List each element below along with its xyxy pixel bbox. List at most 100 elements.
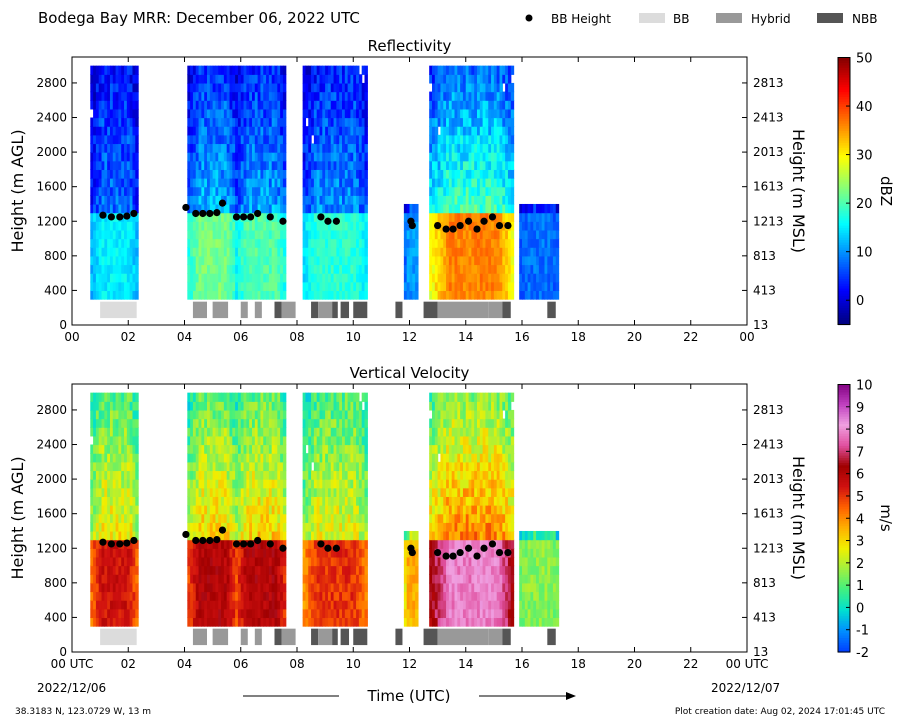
echo-cell	[112, 273, 117, 283]
echo-cell	[457, 195, 461, 205]
echo-cell	[118, 74, 122, 84]
echo-cell	[192, 290, 197, 300]
echo-cell	[429, 74, 433, 84]
echo-cell	[268, 281, 273, 292]
echo-cell	[215, 479, 219, 489]
echo-cell	[252, 169, 256, 179]
echo-cell	[215, 281, 219, 292]
echo-cell	[325, 453, 329, 463]
echo-cell	[124, 195, 128, 205]
echo-cell	[524, 221, 529, 231]
echo-cell	[485, 82, 489, 93]
echo-cell	[254, 522, 259, 532]
echo-cell	[485, 264, 489, 274]
echo-cell	[330, 487, 335, 497]
echo-cell	[104, 126, 108, 136]
echo-cell	[118, 186, 122, 196]
echo-cell	[263, 126, 267, 136]
echo-cell	[409, 247, 413, 257]
echo-cell	[252, 522, 256, 532]
echo-cell	[448, 143, 453, 153]
echo-cell	[121, 74, 125, 84]
echo-cell	[212, 565, 217, 575]
echo-cell	[118, 582, 122, 593]
echo-cell	[308, 264, 312, 274]
echo-cell	[451, 264, 456, 274]
echo-cell	[254, 152, 259, 162]
echo-cell	[257, 505, 262, 515]
echo-cell	[129, 539, 134, 549]
echo-cell	[226, 195, 231, 205]
colorbar-tick-label: 50	[856, 52, 873, 67]
echo-cell	[192, 548, 197, 558]
echo-cell	[226, 444, 231, 454]
echo-cell	[555, 290, 560, 300]
echo-cell	[135, 418, 139, 428]
echo-cell	[93, 470, 97, 480]
echo-cell	[118, 574, 122, 584]
echo-cell	[308, 617, 312, 627]
echo-cell	[135, 152, 139, 162]
echo-cell	[316, 117, 321, 127]
echo-cell	[226, 479, 231, 489]
echo-cell	[460, 229, 464, 240]
echo-cell	[93, 221, 97, 231]
echo-cell	[115, 401, 120, 411]
echo-cell	[135, 195, 139, 205]
echo-cell	[192, 134, 197, 145]
echo-cell	[104, 453, 108, 463]
echo-cell	[429, 186, 433, 196]
echo-cell	[121, 505, 125, 515]
colorbar-segment	[838, 302, 850, 306]
echo-cell	[274, 273, 278, 283]
echo-cell	[98, 444, 103, 454]
echo-cell	[502, 143, 506, 153]
echo-cell	[201, 461, 205, 472]
echo-cell	[104, 221, 108, 231]
bb-height-point	[434, 221, 442, 230]
echo-cell	[192, 186, 197, 196]
echo-cell	[305, 600, 309, 610]
echo-cell	[266, 435, 270, 446]
echo-cell	[249, 229, 253, 240]
echo-cell	[232, 195, 236, 205]
echo-cell	[95, 221, 100, 231]
y-right-tick-label: 2013	[753, 145, 784, 159]
echo-cell	[311, 505, 315, 515]
echo-cell	[246, 401, 250, 411]
echo-cell	[90, 203, 94, 214]
echo-cell	[207, 178, 211, 188]
x-tick-label: 16	[514, 330, 529, 344]
echo-cell	[274, 108, 278, 119]
echo-cell	[322, 100, 326, 110]
echo-cell	[282, 143, 287, 153]
bb-height-point	[464, 217, 473, 225]
echo-cell	[112, 152, 117, 162]
echo-cell	[319, 221, 323, 231]
echo-cell	[434, 82, 439, 93]
echo-cell	[204, 427, 208, 437]
echo-cell	[101, 600, 105, 610]
echo-cell	[488, 186, 492, 196]
echo-cell	[212, 117, 217, 127]
colorbar-segment	[838, 106, 850, 110]
echo-cell	[235, 487, 239, 497]
echo-cell	[187, 82, 191, 93]
echo-cell	[112, 195, 117, 205]
echo-cell	[212, 548, 217, 558]
echo-cell	[243, 290, 247, 300]
echo-cell	[333, 617, 337, 627]
echo-cell	[271, 453, 276, 463]
echo-cell	[95, 409, 100, 420]
echo-cell	[223, 574, 228, 584]
echo-cell	[510, 126, 515, 136]
echo-cell	[112, 427, 117, 437]
echo-cell	[336, 255, 340, 266]
echo-cell	[263, 418, 267, 428]
echo-cell	[460, 212, 464, 222]
echo-cell	[479, 134, 484, 145]
echo-cell	[135, 255, 139, 266]
echo-cell	[187, 212, 191, 222]
echo-cell	[237, 461, 242, 472]
echo-cell	[333, 117, 337, 127]
